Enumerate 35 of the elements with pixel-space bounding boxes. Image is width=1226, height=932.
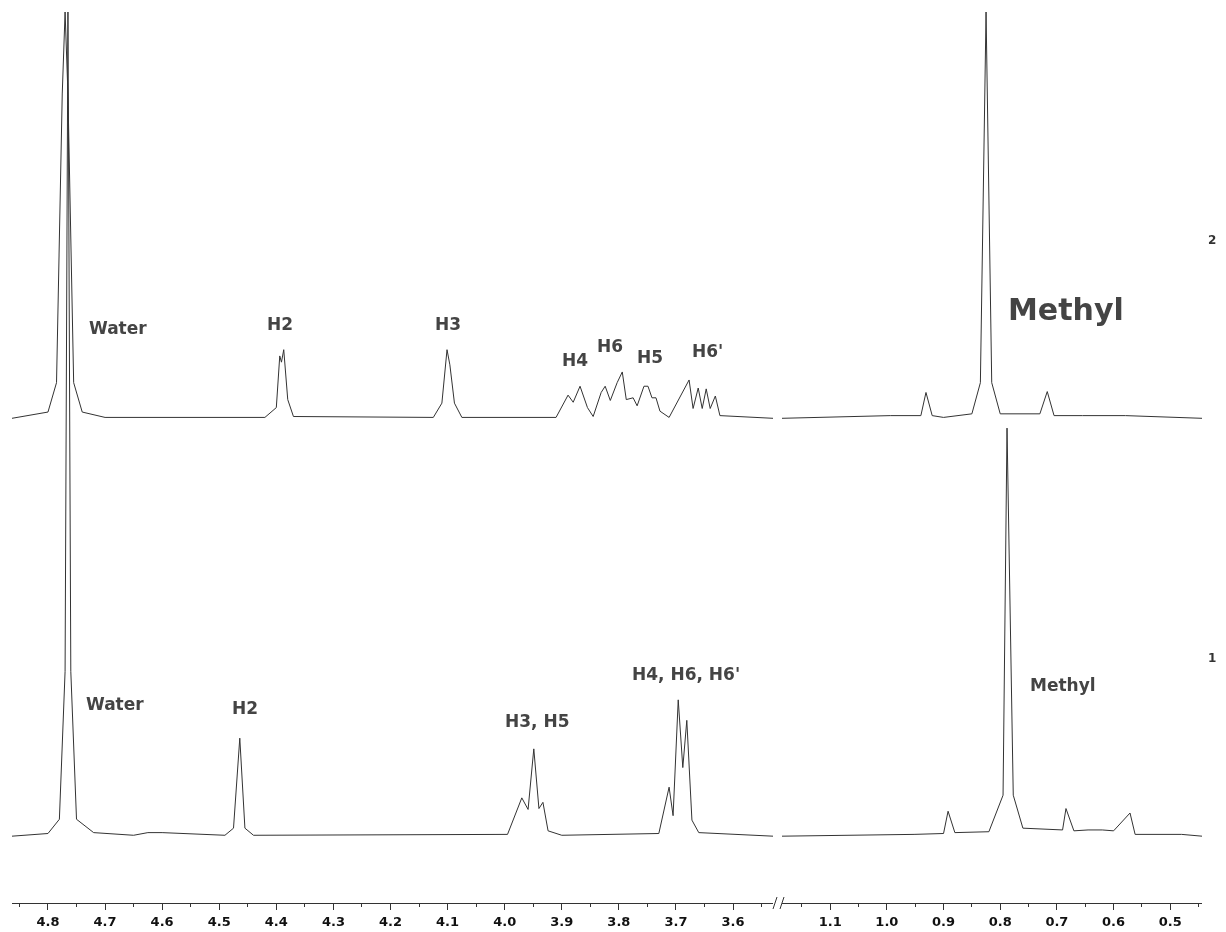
annotation: H2 — [232, 698, 259, 718]
x-tick-label: 0.5 — [1158, 913, 1182, 929]
x-tick-label: 3.9 — [550, 913, 574, 929]
x-tick-label: 3.7 — [664, 913, 688, 929]
x-tick-label: 4.1 — [436, 913, 460, 929]
annotation: H6 — [597, 336, 624, 356]
x-tick-label: 0.9 — [932, 913, 956, 929]
annotation: H5 — [637, 347, 664, 367]
annotation: H2 — [267, 314, 294, 334]
x-tick-label: 4.0 — [493, 913, 517, 929]
annotation: Water — [89, 318, 148, 338]
x-tick-label: 4.5 — [207, 913, 231, 929]
x-tick-label: 0.8 — [988, 913, 1012, 929]
annotation: H4 — [562, 350, 589, 370]
x-tick-label: 4.3 — [321, 913, 345, 929]
annotation: H3, H5 — [505, 711, 570, 731]
x-tick-label: 4.8 — [36, 913, 60, 929]
x-tick-label: 3.8 — [607, 913, 631, 929]
annotation: H4, H6, H6' — [632, 664, 741, 684]
annotation: Water — [86, 694, 145, 714]
x-tick-label: 3.6 — [721, 913, 745, 929]
x-tick-label: 4.7 — [93, 913, 117, 929]
annotation: Methyl — [1030, 675, 1096, 695]
x-tick-label: 4.4 — [264, 913, 288, 929]
x-tick-label: 1.1 — [818, 913, 842, 929]
annotation: H3 — [435, 314, 462, 334]
x-tick-label: 0.6 — [1102, 913, 1126, 929]
text: 1 — [1208, 651, 1217, 665]
x-tick-label: 0.7 — [1045, 913, 1069, 929]
annotation: Methyl — [1008, 292, 1124, 327]
x-tick-label: 1.0 — [875, 913, 899, 929]
x-tick-label: 4.2 — [378, 913, 403, 929]
x-tick-label: 4.6 — [150, 913, 174, 929]
text: 2 — [1208, 233, 1217, 247]
annotation: H6' — [692, 341, 724, 361]
